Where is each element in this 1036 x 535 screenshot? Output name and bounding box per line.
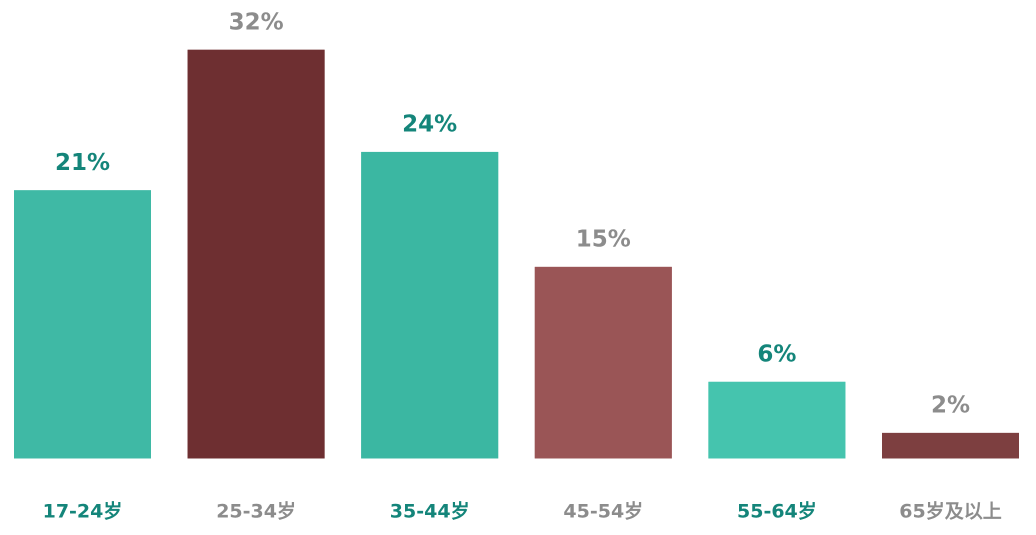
- category-label: 25-34岁: [216, 500, 296, 523]
- bar-shade: [361, 151, 499, 459]
- value-label: 24%: [402, 111, 457, 137]
- bar-shade: [708, 381, 846, 459]
- bar-shade: [534, 266, 672, 459]
- category-label: 35-44岁: [390, 500, 470, 523]
- category-label: 17-24岁: [43, 500, 123, 523]
- value-label: 32%: [229, 9, 284, 35]
- bar-shade: [187, 49, 325, 459]
- value-label: 2%: [931, 392, 970, 418]
- value-label: 6%: [757, 341, 796, 367]
- value-label: 21%: [55, 150, 110, 176]
- value-label: 15%: [576, 226, 631, 252]
- category-label: 65岁及以上: [899, 500, 1001, 523]
- category-label: 45-54岁: [563, 500, 643, 523]
- bar-shade: [882, 432, 1019, 459]
- category-label: 55-64岁: [737, 500, 817, 523]
- bar-shade: [14, 190, 151, 459]
